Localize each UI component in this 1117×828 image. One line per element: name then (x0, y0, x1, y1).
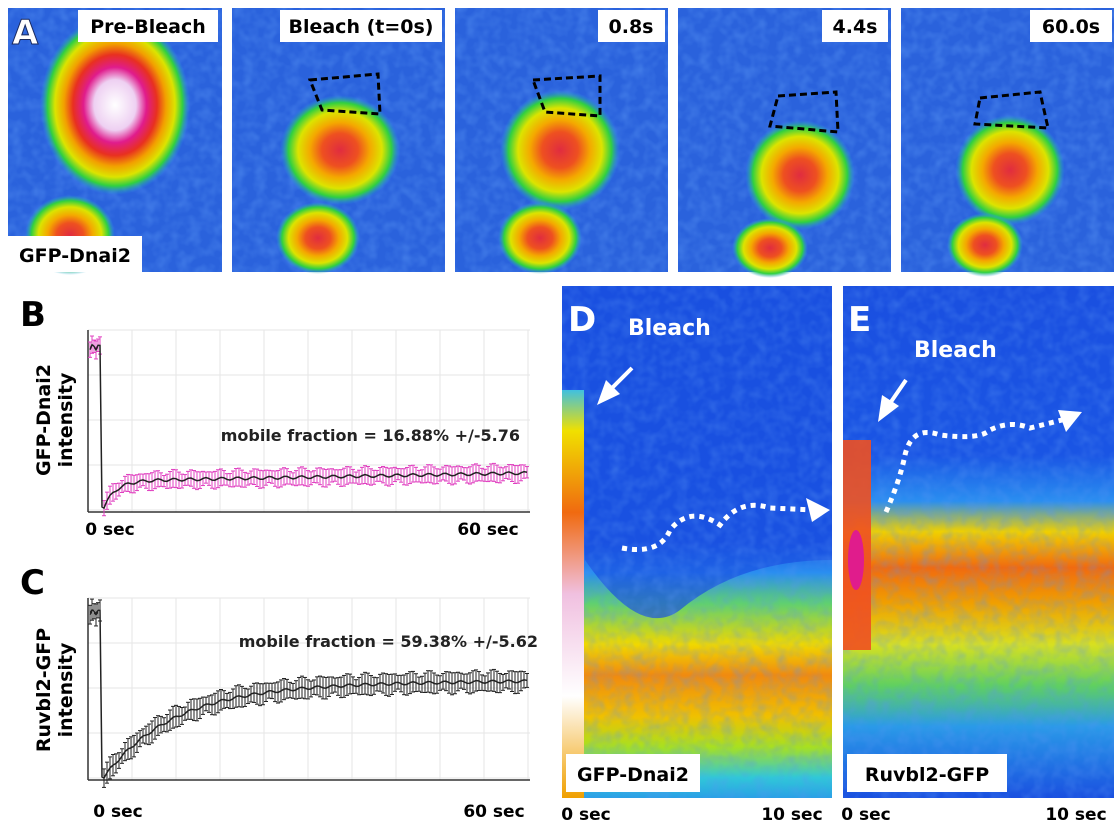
panel-letter: C (20, 563, 45, 603)
panel-letter: D (568, 300, 596, 340)
frame-3 (455, 8, 668, 274)
cell-blob (500, 90, 620, 210)
arrow-head (806, 498, 830, 522)
bleach-strip (562, 390, 584, 798)
image-noise (843, 286, 1114, 798)
kymograph-e (843, 286, 1114, 798)
bright-spot (848, 530, 864, 590)
image-noise (562, 286, 832, 798)
bleach-roi (307, 72, 382, 116)
stain-label: Ruvbl2-GFP (865, 764, 989, 786)
bleach-roi (768, 90, 840, 134)
trace (89, 608, 528, 780)
frame-4 (678, 8, 891, 278)
label-box (78, 10, 218, 42)
frame-label: 60.0s (1042, 16, 1100, 38)
label-box (8, 236, 142, 272)
panel-letter: E (848, 300, 871, 340)
x-label-end: 10 sec (1045, 805, 1106, 825)
panel-letter: B (20, 295, 46, 335)
frame-2 (232, 8, 445, 274)
plot-area (88, 330, 530, 512)
y-axis-label: GFP-Dnai2 (33, 364, 55, 476)
x-label-end: 10 sec (761, 805, 822, 825)
bleach-label: Bleach (914, 338, 997, 363)
label-box (280, 10, 442, 42)
x-label-end: 60 sec (457, 520, 518, 540)
recovery-arrow (621, 502, 816, 552)
label-box (1030, 10, 1112, 42)
arrow-head (878, 395, 899, 422)
label-box (598, 10, 665, 42)
panel-letter: A (12, 13, 39, 53)
bleach-label: Bleach (628, 316, 711, 341)
y-axis-label: Ruvbl2-GFP (33, 628, 55, 752)
frap-chart (87, 597, 530, 788)
bleach-roi (530, 74, 602, 118)
arrow-head (1058, 410, 1082, 432)
cell-blob (947, 213, 1023, 277)
frap-chart (87, 329, 530, 517)
stain-label: GFP-Dnai2 (19, 245, 131, 267)
trace (89, 343, 528, 510)
cell-blob (280, 95, 400, 205)
frame-1 (8, 8, 222, 275)
cell-blob (745, 120, 855, 230)
cell-blob (732, 218, 808, 278)
x-label-start: 0 sec (85, 520, 134, 540)
cell-blob (498, 202, 582, 274)
y-axis-label: intensity (55, 372, 77, 467)
stain-label: GFP-Dnai2 (577, 764, 689, 786)
frame-label: 0.8s (609, 16, 654, 38)
label-box (847, 754, 1007, 792)
cell-blob (40, 15, 190, 195)
kymograph-d (562, 286, 832, 798)
frame-label: Pre-Bleach (90, 16, 206, 38)
x-label-start: 0 sec (93, 802, 142, 822)
frame-label: 4.4s (833, 16, 878, 38)
annotation: mobile fraction = 16.88% +/-5.76 (221, 426, 520, 445)
cell-blob (276, 202, 360, 274)
arrow-head (597, 380, 620, 405)
bleach-roi (973, 90, 1050, 130)
frame-label: Bleach (t=0s) (288, 16, 433, 38)
label-box (566, 754, 700, 792)
x-label-end: 60 sec (463, 802, 524, 822)
x-label-start: 0 sec (841, 805, 890, 825)
annotation: mobile fraction = 59.38% +/-5.62 (239, 632, 538, 651)
y-axis-label: intensity (55, 642, 77, 737)
x-label-start: 0 sec (561, 805, 610, 825)
cell-blob (955, 115, 1065, 225)
label-box (822, 10, 888, 42)
frame-5 (901, 8, 1114, 277)
